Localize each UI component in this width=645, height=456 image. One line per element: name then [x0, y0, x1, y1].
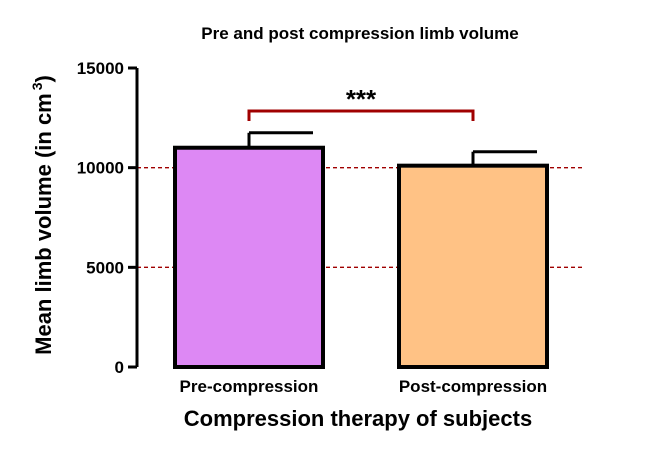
chart-title: Pre and post compression limb volume	[201, 24, 518, 43]
y-tick-label-2: 10000	[77, 159, 124, 178]
y-axis-label: Mean limb volume (in cm 3)	[29, 75, 56, 355]
y-axis-label-close: )	[31, 75, 56, 82]
significance-bracket-line	[247, 109, 475, 121]
x-tick-labels: Pre-compression Post-compression	[180, 377, 548, 396]
significance-bracket: ***	[247, 84, 475, 121]
y-axis-label-superscript: 3	[29, 82, 45, 90]
y-ticks: 0 5000 10000 15000	[77, 59, 137, 377]
bar-0	[173, 145, 325, 369]
x-tick-label-1: Post-compression	[399, 377, 547, 396]
x-tick-label-0: Pre-compression	[180, 377, 319, 396]
y-tick-label-3: 15000	[77, 59, 124, 78]
x-axis-label: Compression therapy of subjects	[184, 406, 532, 431]
bars	[173, 145, 549, 369]
y-tick-label-0: 0	[115, 358, 124, 377]
y-axis-label-main: Mean limb volume (in cm	[31, 93, 56, 355]
significance-label: ***	[346, 84, 377, 114]
error-bars	[247, 131, 537, 166]
bar-1	[397, 163, 549, 369]
y-tick-label-1: 5000	[86, 258, 124, 277]
